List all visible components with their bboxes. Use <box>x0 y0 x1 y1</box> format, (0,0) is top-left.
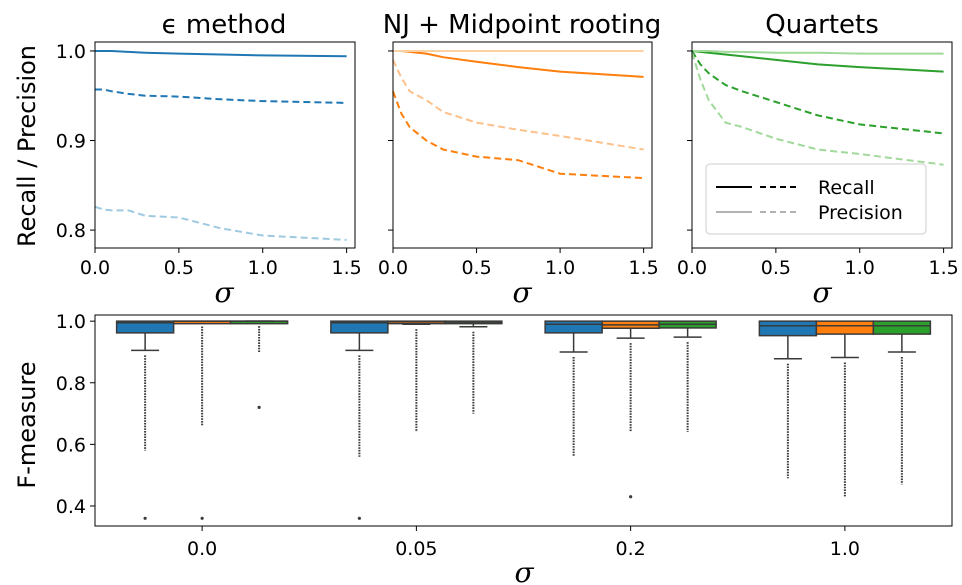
x-axis-label: σ <box>812 276 832 309</box>
x-tick-label: 0.5 <box>761 257 791 279</box>
legend-box <box>705 163 927 235</box>
plot-frame <box>94 41 356 249</box>
x-tick-label: 0.5 <box>461 257 491 279</box>
x-tick-label: 1.0 <box>545 257 575 279</box>
x-tick-label: 1.5 <box>629 257 659 279</box>
panel-epsilon-method: ϵ method Recall / Precision σ 0.0 0.5 1.0 1… <box>13 10 362 309</box>
legend-entry: Recall <box>818 177 875 199</box>
series-line-recall-dashed <box>691 50 944 135</box>
series-line-recall-solid <box>691 50 944 73</box>
series-line-recall-solid <box>393 50 644 78</box>
panel-title: Quartets <box>765 10 879 40</box>
legend-entry: Precision <box>818 202 903 224</box>
x-tick-label: 0.0 <box>187 538 217 560</box>
outlier-point <box>257 405 261 410</box>
y-axis-label: F-measure <box>13 361 41 488</box>
series-line-precision-solid <box>692 50 944 55</box>
x-tick-label: 1.0 <box>845 257 875 279</box>
x-tick-label: 1.0 <box>248 257 278 279</box>
box <box>815 320 875 335</box>
y-axis-label: Recall / Precision <box>13 45 41 247</box>
plot-frame <box>94 314 953 527</box>
y-tick-label: 0.9 <box>56 131 86 153</box>
outlier-point <box>143 516 147 520</box>
x-tick-label: 1.5 <box>332 257 362 279</box>
x-tick-label: 0.0 <box>80 257 110 279</box>
plot-frame <box>691 41 953 249</box>
series-line-recall-solid <box>95 50 347 58</box>
x-tick-label: 0.0 <box>677 257 707 279</box>
y-tick-label: 0.8 <box>56 373 86 395</box>
x-axis-label: σ <box>514 556 534 585</box>
plot-frame <box>392 41 653 249</box>
x-tick-label: 0.5 <box>164 257 194 279</box>
panel-title: NJ + Midpoint rooting <box>383 10 662 40</box>
panel-quartets: Quartets σ Recall Precision 0.0 0.5 1.0 1.5 <box>677 10 959 309</box>
y-tick-label: 0.6 <box>56 434 86 456</box>
x-axis-label: σ <box>214 276 234 309</box>
series-line-recall-dashed <box>392 90 644 180</box>
box <box>115 320 175 334</box>
box <box>330 320 389 334</box>
y-tick-label: 0.4 <box>56 496 86 518</box>
x-tick-label: 0.2 <box>616 538 646 560</box>
x-axis-label: σ <box>512 276 532 309</box>
panel-title: ϵ method <box>162 10 287 40</box>
series-line-precision-dashed <box>691 52 944 166</box>
y-tick-label: 0.8 <box>56 220 86 242</box>
y-tick-label: 1.0 <box>56 41 86 63</box>
series-line-precision-dashed <box>94 205 347 241</box>
x-tick-label: 1.5 <box>929 257 959 279</box>
y-tick-label: 1.0 <box>56 311 86 333</box>
x-tick-label: 0.0 <box>378 257 408 279</box>
x-tick-label: 0.05 <box>395 538 437 560</box>
panel-f-measure: F-measure σ 0.0 0.05 0.2 1.0 0.4 0.6 0.8 1.0 <box>13 311 953 585</box>
series-line-precision-dashed <box>392 59 644 151</box>
box <box>544 320 603 334</box>
outlier-point <box>200 516 204 520</box>
series-line-recall-dashed <box>95 88 347 104</box>
panel-nj-midpoint: NJ + Midpoint rooting σ 0.0 0.5 1.0 1.5 <box>378 10 661 309</box>
box <box>872 320 932 335</box>
outlier-point <box>629 495 633 499</box>
x-tick-label: 1.0 <box>830 538 860 560</box>
legend: Recall Precision <box>705 163 927 235</box>
box <box>758 320 818 337</box>
outlier-point <box>357 516 361 520</box>
